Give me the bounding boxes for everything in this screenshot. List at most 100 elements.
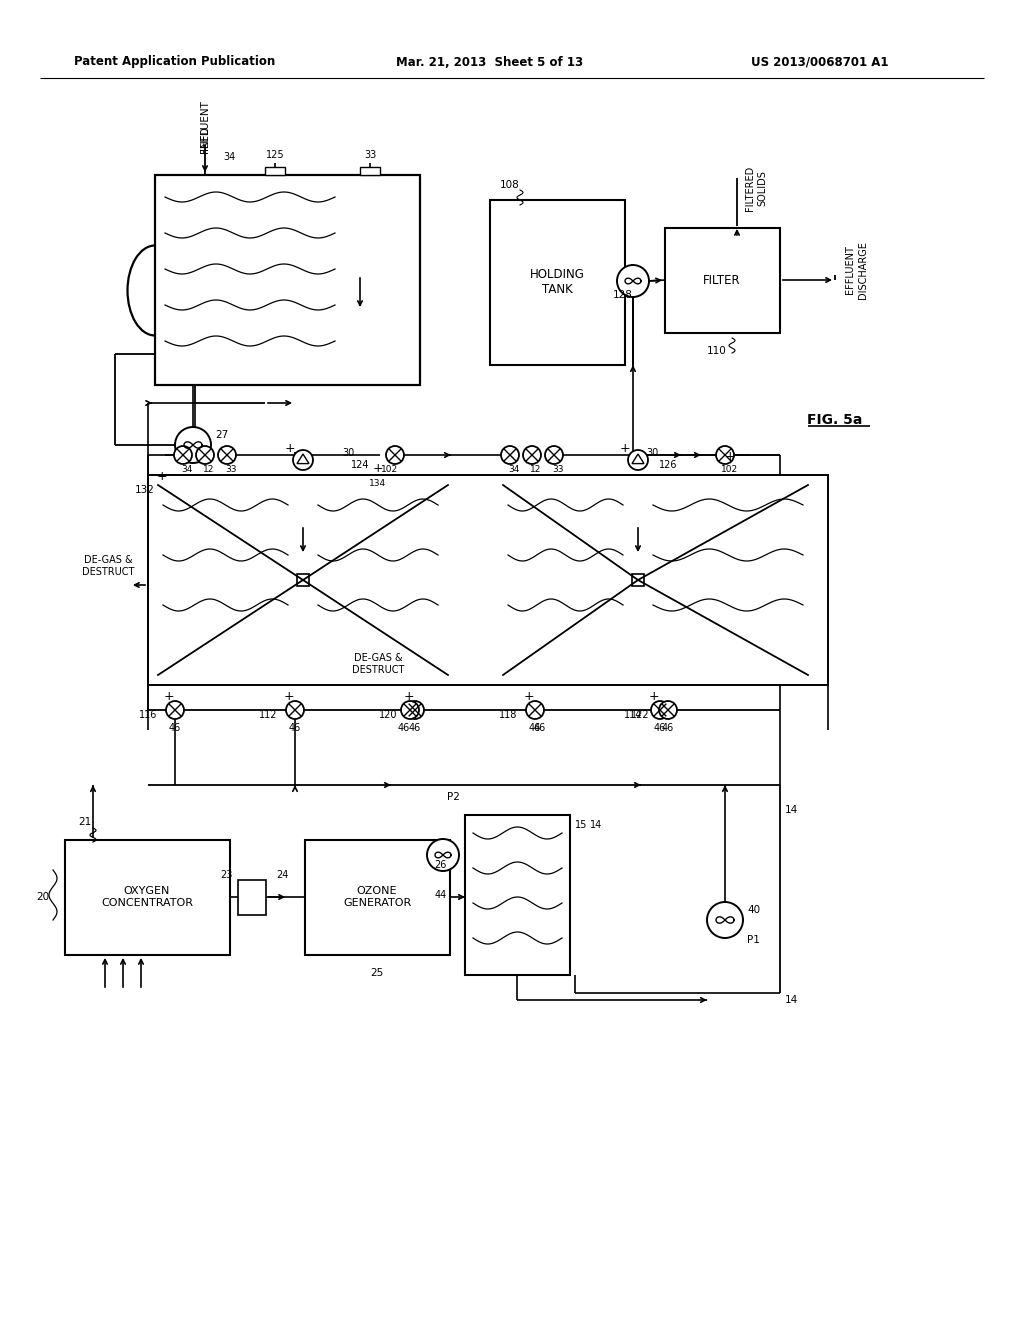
Circle shape: [628, 450, 648, 470]
Circle shape: [501, 446, 519, 465]
Text: 46: 46: [662, 723, 674, 733]
Text: 40: 40: [746, 906, 760, 915]
Text: 44: 44: [435, 890, 447, 900]
Text: 46: 46: [169, 723, 181, 733]
Text: 12: 12: [204, 466, 215, 474]
Text: 46: 46: [409, 723, 421, 733]
Circle shape: [659, 701, 677, 719]
Text: 33: 33: [364, 150, 376, 160]
Text: +: +: [164, 689, 174, 702]
Text: 102: 102: [381, 466, 398, 474]
Text: 118: 118: [499, 710, 517, 719]
Text: P1: P1: [746, 935, 760, 945]
Text: 26: 26: [434, 861, 447, 870]
Bar: [155, 176, 420, 385]
Circle shape: [617, 265, 649, 297]
Text: 33: 33: [552, 466, 564, 474]
Bar: [360, 168, 380, 176]
Text: EFFLUENT: EFFLUENT: [845, 246, 855, 294]
Text: DE-GAS &: DE-GAS &: [353, 653, 402, 663]
Circle shape: [716, 446, 734, 465]
Text: 20: 20: [37, 892, 49, 902]
Text: DE-GAS &: DE-GAS &: [84, 554, 132, 565]
Bar: [238, 880, 266, 915]
Text: 46: 46: [289, 723, 301, 733]
Bar: [665, 228, 780, 333]
Text: US 2013/0068701 A1: US 2013/0068701 A1: [752, 55, 889, 69]
Bar: [148, 475, 828, 685]
Text: 126: 126: [658, 459, 677, 470]
Text: 21: 21: [79, 817, 91, 828]
Circle shape: [707, 902, 743, 939]
Text: P2: P2: [446, 792, 460, 803]
Text: 46: 46: [654, 723, 667, 733]
Text: DESTRUCT: DESTRUCT: [352, 665, 404, 675]
Text: +: +: [523, 689, 535, 702]
Text: FEED: FEED: [200, 127, 210, 153]
Circle shape: [174, 446, 193, 465]
Text: +: +: [285, 441, 295, 454]
Text: 110: 110: [708, 346, 727, 356]
Text: 120: 120: [379, 710, 397, 719]
Text: +: +: [403, 689, 415, 702]
Text: 30: 30: [646, 447, 658, 458]
Bar: [265, 168, 285, 176]
Text: 15: 15: [575, 820, 588, 830]
Text: 14: 14: [590, 820, 602, 830]
Text: 114: 114: [624, 710, 642, 719]
Text: 124: 124: [351, 459, 370, 470]
Text: DISCHARGE: DISCHARGE: [858, 242, 868, 298]
Text: OZONE
GENERATOR: OZONE GENERATOR: [343, 886, 411, 908]
Text: +: +: [373, 462, 383, 475]
Circle shape: [401, 701, 419, 719]
Text: FIG. 5a: FIG. 5a: [807, 413, 862, 426]
Text: 34: 34: [508, 466, 520, 474]
Text: 46: 46: [528, 723, 541, 733]
Text: 46: 46: [398, 723, 411, 733]
Text: 14: 14: [785, 995, 799, 1005]
Circle shape: [386, 446, 404, 465]
Circle shape: [427, 840, 459, 871]
Text: 116: 116: [138, 710, 157, 719]
Text: +: +: [648, 689, 659, 702]
Text: OXYGEN
CONCENTRATOR: OXYGEN CONCENTRATOR: [101, 886, 193, 908]
Circle shape: [286, 701, 304, 719]
Text: Patent Application Publication: Patent Application Publication: [75, 55, 275, 69]
Bar: [65, 840, 230, 954]
Circle shape: [166, 701, 184, 719]
Text: 34: 34: [223, 152, 236, 162]
Text: SOLIDS: SOLIDS: [757, 170, 767, 206]
Text: +: +: [284, 689, 294, 702]
Circle shape: [196, 446, 214, 465]
Text: 23: 23: [220, 870, 233, 880]
Text: 125: 125: [265, 150, 285, 160]
Text: 46: 46: [534, 723, 546, 733]
Text: 33: 33: [225, 466, 237, 474]
Bar: [632, 574, 644, 586]
Bar: [297, 574, 309, 586]
Text: 102: 102: [722, 466, 738, 474]
Text: 128: 128: [613, 290, 633, 300]
Text: HOLDING
TANK: HOLDING TANK: [529, 268, 585, 296]
Circle shape: [545, 446, 563, 465]
Text: +: +: [620, 441, 631, 454]
Circle shape: [523, 446, 541, 465]
Text: 134: 134: [370, 479, 387, 487]
Bar: [305, 840, 450, 954]
Text: +: +: [725, 450, 735, 462]
Text: 112: 112: [258, 710, 278, 719]
Bar: [490, 201, 625, 366]
Text: 108: 108: [500, 180, 520, 190]
Text: DESTRUCT: DESTRUCT: [82, 568, 134, 577]
Bar: [465, 814, 570, 975]
Circle shape: [526, 701, 544, 719]
Text: 12: 12: [530, 466, 542, 474]
Text: 27: 27: [215, 430, 228, 440]
Text: +: +: [157, 470, 167, 483]
Circle shape: [651, 701, 669, 719]
Text: 30: 30: [342, 447, 354, 458]
Text: Mar. 21, 2013  Sheet 5 of 13: Mar. 21, 2013 Sheet 5 of 13: [396, 55, 584, 69]
Circle shape: [218, 446, 236, 465]
Text: 24: 24: [276, 870, 289, 880]
Text: 25: 25: [371, 968, 384, 978]
